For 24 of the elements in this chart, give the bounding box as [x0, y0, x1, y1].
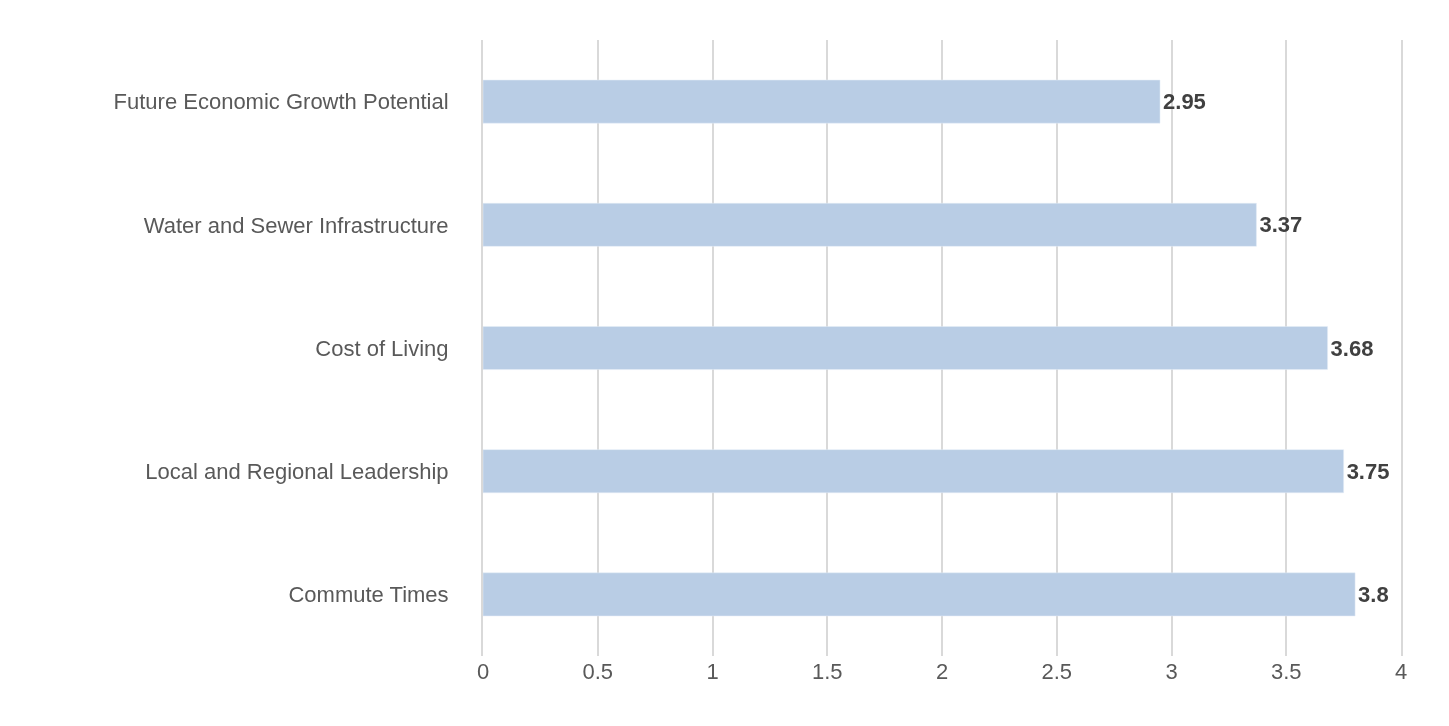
x-tick-label: 1: [706, 659, 719, 684]
x-tick-label: 2: [935, 659, 949, 684]
bar: [483, 202, 1257, 247]
x-tick-label: 2.5: [1041, 659, 1073, 684]
y-tick-label: Commute Times: [288, 582, 449, 608]
x-tick-label: 4: [1394, 659, 1408, 684]
data-label: 2.95: [1163, 89, 1206, 115]
x-tick-label: 3: [1165, 659, 1178, 684]
data-label: 3.37: [1259, 212, 1303, 238]
x-tick-label: 0: [476, 659, 490, 684]
x-tick-label: 1.5: [811, 659, 843, 684]
bar: [483, 449, 1344, 494]
bar: [483, 79, 1161, 124]
y-tick-label: Water and Sewer Infrastructure: [143, 212, 449, 238]
x-tick-label: 0.5: [582, 659, 614, 684]
y-tick-label: Local and Regional Leadership: [145, 458, 449, 484]
data-label: 3.8: [1358, 581, 1389, 607]
y-tick-label: Cost of Living: [315, 335, 449, 361]
x-tick-label: 3.5: [1270, 659, 1302, 684]
data-label: 3.68: [1330, 335, 1374, 361]
bar: [483, 572, 1356, 617]
bar: [483, 326, 1328, 370]
data-label: 3.75: [1346, 458, 1390, 484]
y-tick-label: Future Economic Growth Potential: [113, 89, 449, 115]
